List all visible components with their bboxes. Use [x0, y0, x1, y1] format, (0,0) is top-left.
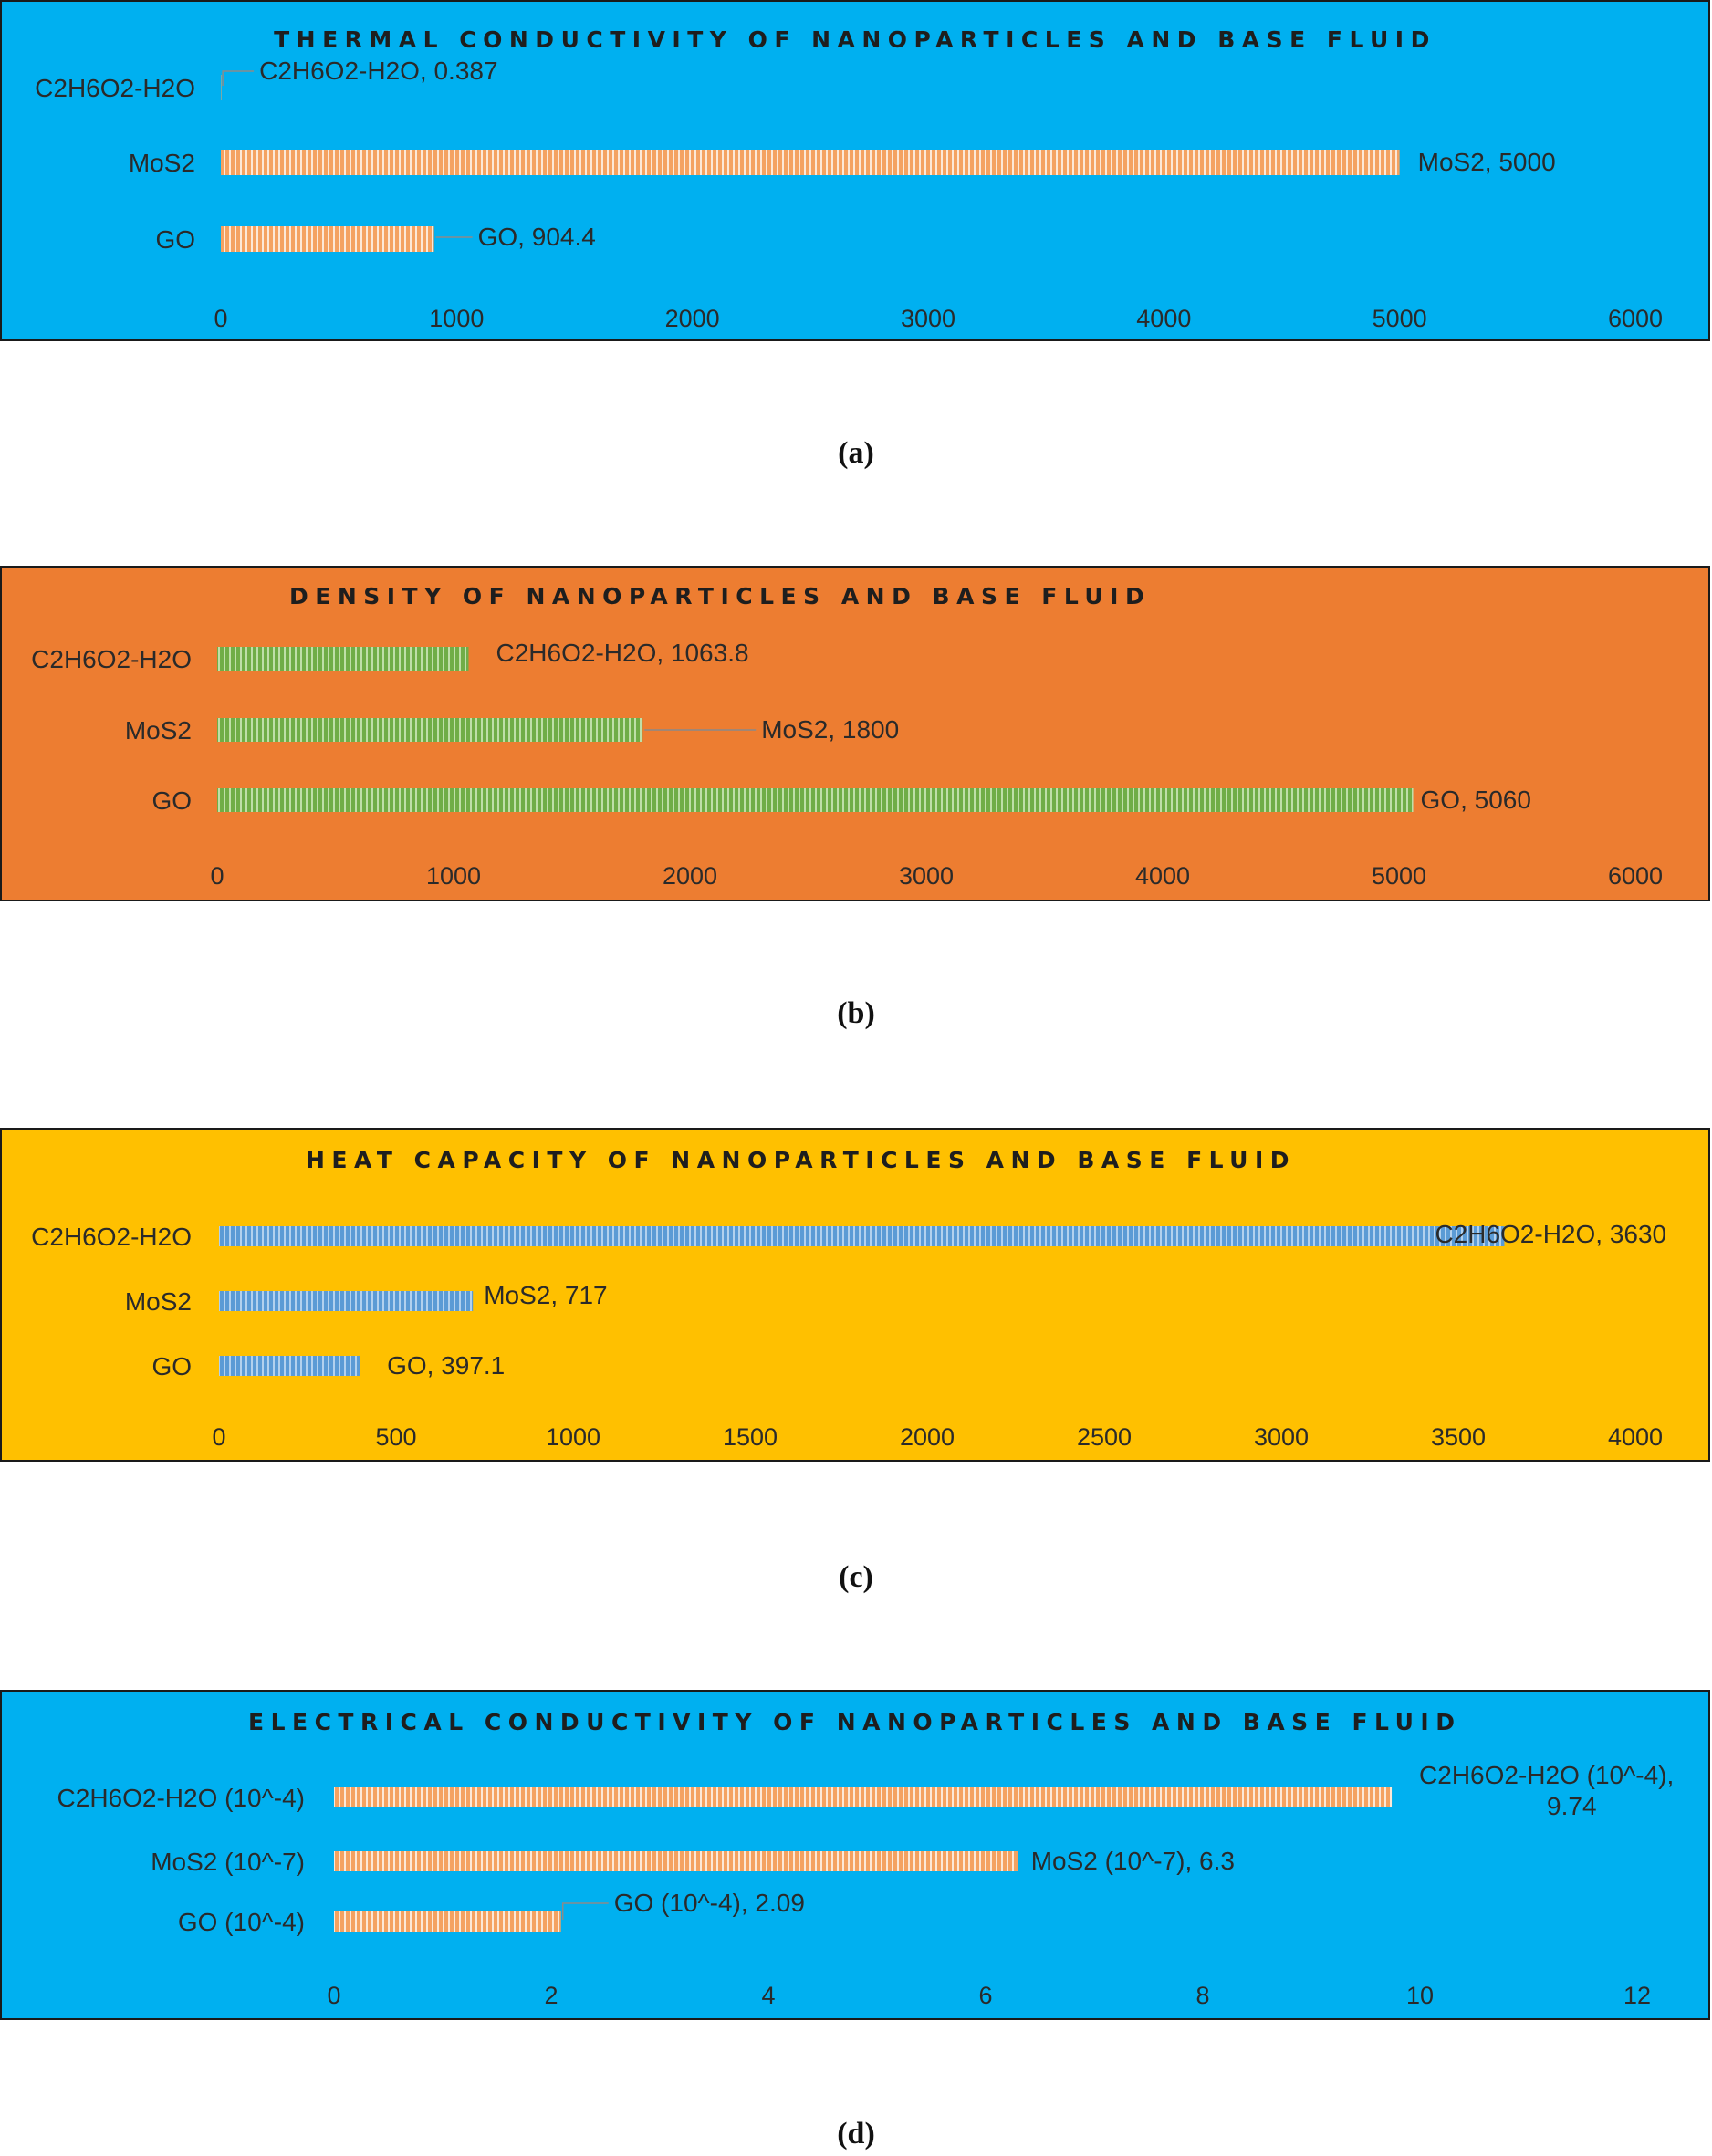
x-tick-label: 3000 [901, 305, 955, 332]
x-tick-label: 2500 [1077, 1423, 1132, 1451]
x-tick-label: 4 [761, 1982, 775, 2009]
x-tick-label: 2000 [663, 862, 717, 890]
bar [217, 788, 1414, 812]
chart-title: DENSITY OF NANOPARTICLES AND BASE FLUID [289, 583, 1151, 609]
x-tick-label: 0 [327, 1982, 340, 2009]
category-label: MoS2 (10^-7) [151, 1848, 305, 1876]
x-tick-label: 500 [375, 1423, 416, 1451]
chart-electrical-conductivity: ELECTRICAL CONDUCTIVITY OF NANOPARTICLES… [2, 1692, 1708, 2018]
bar [334, 1851, 1018, 1871]
data-label: C2H6O2-H2O (10^-4), 9.74 [1419, 1761, 1674, 1820]
x-tick-label: 0 [212, 1423, 225, 1451]
x-tick-label: 1000 [546, 1423, 600, 1451]
category-label: GO [151, 1352, 192, 1380]
chart-title: THERMAL CONDUCTIVITY OF NANOPARTICLES AN… [274, 26, 1436, 53]
chart-title: ELECTRICAL CONDUCTIVITY OF NANOPARTICLES… [248, 1709, 1461, 1735]
caption-c: (c) [839, 1560, 873, 1594]
bar [334, 1911, 561, 1932]
x-tick-label: 10 [1406, 1982, 1434, 2009]
bar [221, 75, 222, 100]
chart-density: DENSITY OF NANOPARTICLES AND BASE FLUID 0… [2, 568, 1708, 900]
category-label: C2H6O2-H2O [31, 645, 192, 673]
category-label: MoS2 [129, 149, 195, 177]
data-label: MoS2 (10^-7), 6.3 [1031, 1847, 1235, 1875]
x-tick-label: 3000 [899, 862, 954, 890]
data-label: MoS2, 717 [484, 1281, 607, 1309]
bar [334, 1787, 1393, 1807]
bar [219, 1356, 360, 1376]
x-tick-label: 0 [214, 305, 227, 332]
x-tick-label: 2 [544, 1982, 558, 2009]
data-label: MoS2, 5000 [1418, 148, 1556, 176]
x-tick-label: 5000 [1372, 862, 1426, 890]
category-label: C2H6O2-H2O [31, 1223, 192, 1251]
x-tick-label: 4000 [1136, 305, 1191, 332]
bar [217, 718, 643, 742]
data-label-leader [222, 70, 255, 86]
x-tick-label: 4000 [1135, 862, 1190, 890]
chart-panel-electrical-conductivity: ELECTRICAL CONDUCTIVITY OF NANOPARTICLES… [0, 1690, 1710, 2020]
data-label: GO, 397.1 [387, 1351, 505, 1380]
bar [219, 1226, 1505, 1246]
data-label: GO (10^-4), 2.09 [614, 1889, 805, 1917]
category-label: GO [155, 225, 195, 254]
x-tick-label: 12 [1623, 1982, 1651, 2009]
x-tick-label: 6 [978, 1982, 992, 2009]
x-tick-label: 2000 [665, 305, 720, 332]
data-label: MoS2, 1800 [761, 715, 899, 744]
category-label: GO (10^-4) [178, 1908, 305, 1936]
category-label: MoS2 [125, 1287, 192, 1316]
data-label: C2H6O2-H2O, 1063.8 [496, 639, 749, 667]
category-label: C2H6O2-H2O (10^-4) [57, 1784, 305, 1812]
data-label: C2H6O2-H2O, 0.387 [259, 57, 497, 85]
category-label: C2H6O2-H2O [35, 74, 195, 102]
x-tick-label: 1000 [426, 862, 481, 890]
caption-a: (a) [838, 436, 874, 470]
x-tick-label: 4000 [1608, 1423, 1663, 1451]
x-tick-label: 1000 [429, 305, 484, 332]
x-tick-label: 5000 [1373, 305, 1427, 332]
category-label: GO [151, 786, 192, 815]
caption-d: (d) [837, 2117, 875, 2151]
data-label: C2H6O2-H2O, 3630 [1435, 1220, 1666, 1248]
bar [217, 647, 469, 671]
x-tick-label: 6000 [1608, 862, 1663, 890]
chart-thermal-conductivity: THERMAL CONDUCTIVITY OF NANOPARTICLES AN… [2, 2, 1708, 339]
chart-panel-density: DENSITY OF NANOPARTICLES AND BASE FLUID 0… [0, 566, 1710, 901]
x-tick-label: 2000 [900, 1423, 955, 1451]
x-tick-label: 3500 [1431, 1423, 1486, 1451]
data-label-leader [561, 1902, 609, 1920]
x-tick-label: 1500 [723, 1423, 778, 1451]
bar [219, 1291, 474, 1311]
x-tick-label: 3000 [1254, 1423, 1309, 1451]
bar [221, 226, 434, 252]
chart-panel-heat-capacity: HEAT CAPACITY OF NANOPARTICLES AND BASE … [0, 1128, 1710, 1462]
chart-title: HEAT CAPACITY OF NANOPARTICLES AND BASE … [306, 1147, 1296, 1173]
chart-panel-thermal-conductivity: THERMAL CONDUCTIVITY OF NANOPARTICLES AN… [0, 0, 1710, 341]
caption-b: (b) [837, 996, 875, 1030]
data-label: GO, 5060 [1421, 786, 1531, 814]
category-label: MoS2 [125, 716, 192, 745]
bar [221, 150, 1400, 175]
x-tick-label: 0 [210, 862, 224, 890]
x-tick-label: 8 [1195, 1982, 1209, 2009]
x-tick-label: 6000 [1608, 305, 1663, 332]
chart-heat-capacity: HEAT CAPACITY OF NANOPARTICLES AND BASE … [2, 1130, 1708, 1460]
data-label: GO, 904.4 [478, 223, 596, 251]
